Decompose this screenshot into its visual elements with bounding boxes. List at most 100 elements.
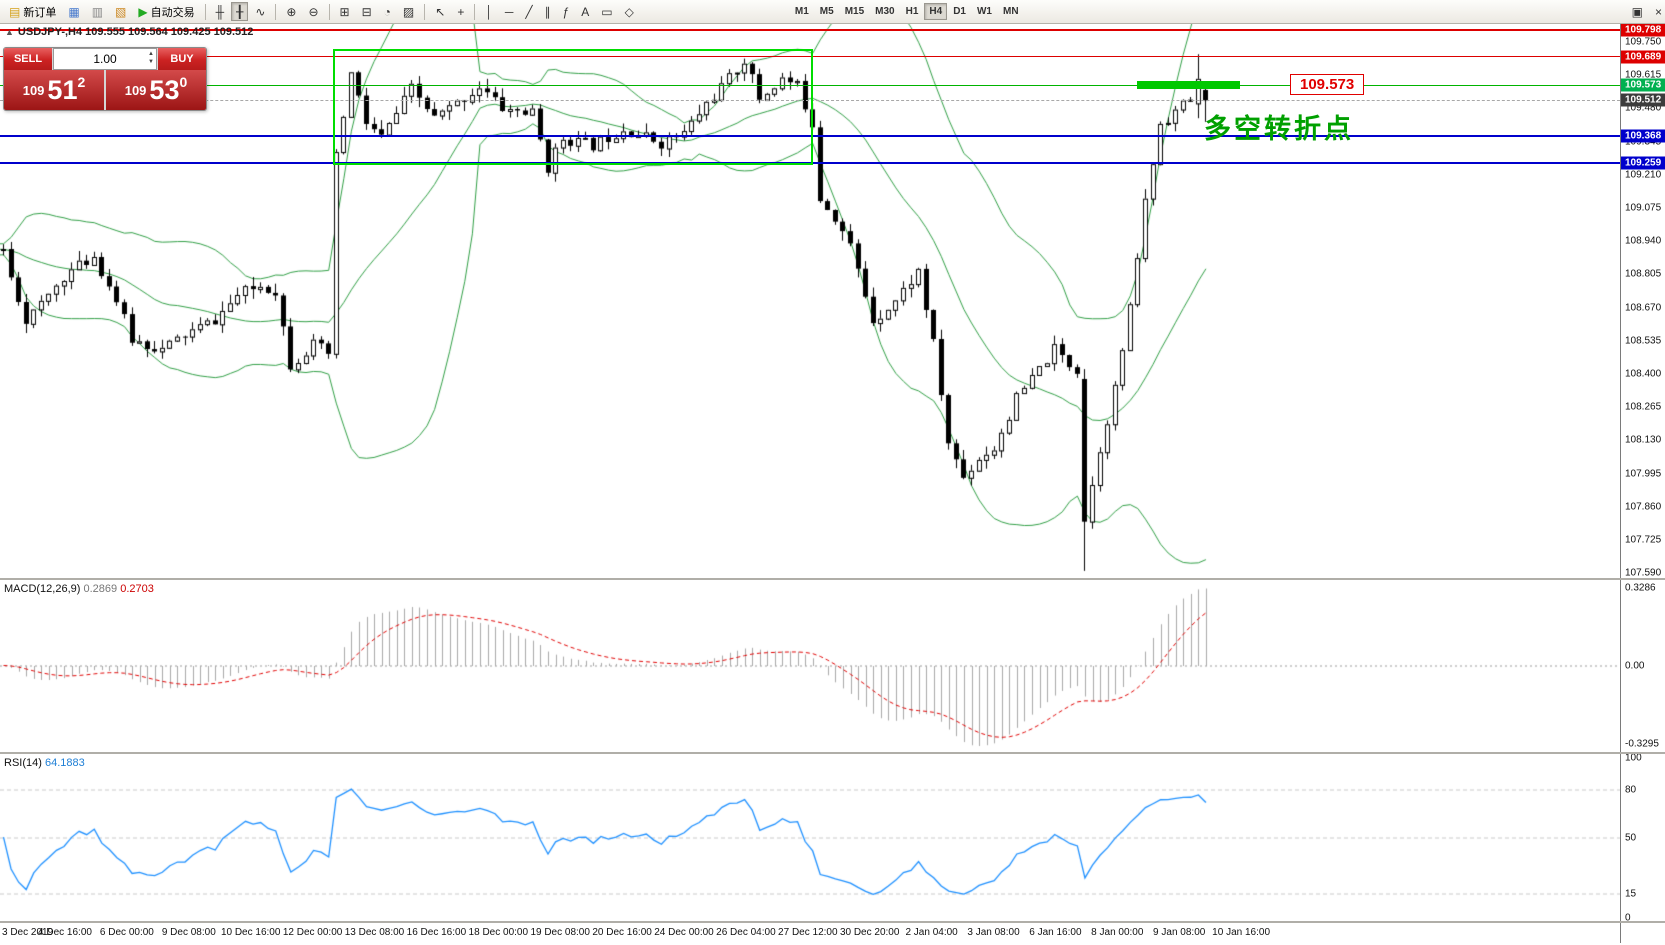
resistance-highlight-segment[interactable] [1136,81,1241,90]
turning-point-note[interactable]: 多空转折点 [1204,114,1354,144]
price-scale-label: 107.860 [1625,501,1662,513]
fibonacci-icon: ƒ [562,4,570,19]
horizontal-line-button[interactable]: ─ [500,2,519,21]
new-chart-button[interactable]: ⊞ [335,2,355,21]
tile-windows-icon: ⊟ [361,4,372,19]
sell-button[interactable]: SELL [4,48,52,70]
time-axis[interactable]: 3 Dec 2019 4 Dec 16:00 6 Dec 00:00 9 Dec 08… [0,923,1620,943]
volume-value: 1.00 [93,52,117,66]
text-button[interactable]: A [576,2,594,21]
timeframe-m15[interactable]: M15 [840,3,869,20]
timeframe-mn[interactable]: MN [998,3,1024,20]
spin-up-icon[interactable]: ▲ [148,51,154,57]
macd-label: MACD(12,26,9) 0.2869 0.2703 [4,583,154,595]
candlestick-chart-button[interactable]: ╂ [231,2,249,21]
price-tag-109-368: 109.368 [1621,129,1665,143]
zoom-out-button[interactable]: ⊖ [303,2,323,21]
window-restore-button[interactable]: ▣ [1627,2,1648,21]
price-scale-label: 107.590 [1625,567,1662,579]
price-scale-label: 108.805 [1625,268,1662,280]
time-axis-label: 10 Jan 16:00 [1212,927,1271,938]
price-scale-label: 109.075 [1625,202,1662,214]
horizontal-line-109-798[interactable] [0,29,1620,32]
horizontal-line-109-512[interactable] [0,99,1620,101]
rsi-canvas[interactable] [0,754,1620,921]
line-chart-button[interactable]: ∿ [250,2,270,21]
bar-chart-button[interactable]: ╫ [211,2,230,21]
rsi-name: RSI(14) [4,757,42,769]
window-restore-icon: ▣ [1631,4,1643,19]
trendline-button[interactable]: ╱ [520,2,537,21]
shapes-button[interactable]: ◇ [620,2,639,21]
horizontal-line-109-689[interactable] [0,56,1620,58]
autotrading-button[interactable]: ▶ 自动交易 [133,2,199,21]
timeframe-m5[interactable]: M5 [815,3,839,20]
volume-spinner[interactable]: ▲ ▼ [148,51,154,67]
buy-button[interactable]: BUY [158,48,206,70]
timeframe-h4[interactable]: H4 [924,3,948,20]
period-dropdown-button[interactable]: ◔ [379,2,396,21]
data-window-button[interactable]: ▥ [87,2,108,21]
timeframe-m30[interactable]: M30 [870,3,899,20]
horizontal-line-109-573[interactable] [0,84,1620,86]
market-watch-button[interactable]: ▦ [63,2,84,21]
zoom-in-button[interactable]: ⊕ [281,2,301,21]
tile-windows-button[interactable]: ⊟ [357,2,377,21]
timeframe-h1[interactable]: H1 [901,3,924,20]
range-rectangle[interactable] [332,49,814,166]
time-axis-label: 9 Jan 08:00 [1153,927,1206,938]
timeframe-m1[interactable]: M1 [790,3,814,20]
bar-chart-icon: ╫ [215,4,225,19]
price-scale-label: 108.265 [1625,401,1662,413]
new-order-button[interactable]: ▤ 新订单 [4,2,61,21]
new-order-button-label: 新订单 [23,6,57,19]
volume-field[interactable]: 1.00 ▲ ▼ [53,48,157,70]
cursor-button[interactable]: ↖ [430,2,450,21]
macd-main-value: 0.2869 [83,583,118,595]
toolbar-separator [275,3,277,20]
main-chart-pane[interactable]: ▲ USDJPY-,H4 109.555 109.564 109.425 109… [0,23,1620,578]
price-scale-label: 109.480 [1625,102,1662,114]
rsi-label: RSI(14) 64.1883 [4,757,85,769]
crosshair-button[interactable]: + [452,2,469,21]
fibonacci-button[interactable]: ƒ [558,2,575,21]
rsi-pane[interactable]: RSI(14) 64.1883 [0,754,1620,921]
time-axis-label: 12 Dec 00:00 [282,927,343,938]
macd-name: MACD(12,26,9) [4,583,81,595]
time-axis-label: 30 Dec 20:00 [839,927,900,938]
macd-canvas[interactable] [0,580,1620,752]
time-axis-label: 26 Dec 04:00 [716,927,776,938]
rsi-scale-label: 100 [1625,752,1642,764]
templates-button[interactable]: ▨ [398,2,419,21]
price-scale[interactable]: 109.750109.615109.480109.345109.210109.0… [1620,23,1665,943]
rsi-scale-label: 15 [1625,888,1637,900]
navigator-icon: ▧ [115,4,127,19]
panel-separator[interactable] [0,578,1665,580]
horizontal-line-109-259[interactable] [0,161,1620,164]
market-watch-icon: ▦ [68,4,80,19]
timeframe-w1[interactable]: W1 [972,3,997,20]
buy-price-button[interactable]: 109 53 0 [106,70,206,110]
panel-separator[interactable] [0,752,1665,754]
arrow-label-button[interactable]: ▭ [596,2,617,21]
price-scale-label: 109.750 [1625,36,1662,48]
main-chart-canvas[interactable] [0,23,1620,578]
price-tag-109-259: 109.259 [1621,156,1665,170]
price-annotation-label[interactable]: 109.573 [1290,74,1365,95]
timeframe-d1[interactable]: D1 [948,3,971,20]
price-scale-label: 108.535 [1625,335,1662,347]
time-axis-label: 18 Dec 00:00 [468,927,529,938]
sell-price-big: 51 [47,74,78,105]
macd-pane[interactable]: MACD(12,26,9) 0.2869 0.2703 [0,580,1620,752]
channel-button[interactable]: ∥ [540,2,556,21]
time-axis-label: 19 Dec 08:00 [530,927,590,938]
navigator-button[interactable]: ▧ [110,2,131,21]
sell-price-button[interactable]: 109 51 2 [4,70,104,110]
horizontal-line-109-368[interactable] [0,134,1620,137]
spin-down-icon[interactable]: ▼ [148,58,154,65]
vertical-line-button[interactable]: │ [480,2,498,21]
panel-separator[interactable] [0,921,1665,923]
window-close-button[interactable]: × [1650,2,1665,21]
price-scale-label: 108.670 [1625,302,1662,314]
buy-price-pip: 0 [179,74,188,90]
